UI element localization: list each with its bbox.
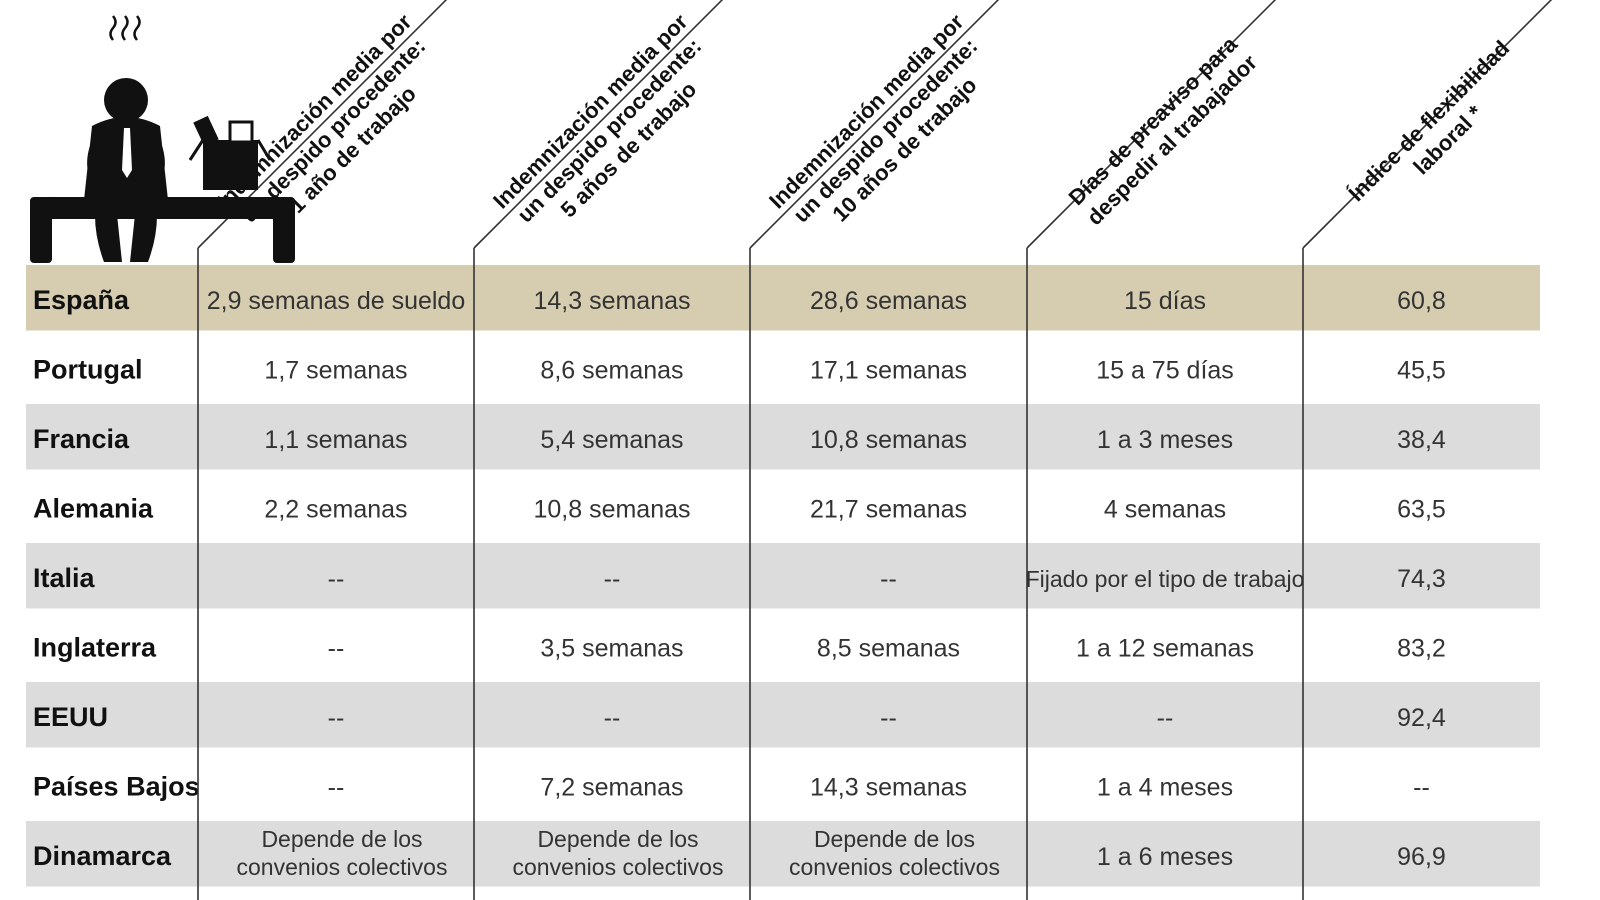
country-label: Países Bajos bbox=[33, 771, 200, 801]
column-header-line: despedir al trabajador bbox=[1082, 49, 1263, 230]
table-cell: 92,4 bbox=[1397, 704, 1446, 732]
table-cell: 15 a 75 días bbox=[1096, 356, 1234, 384]
table-cell: 96,9 bbox=[1397, 843, 1446, 871]
row-background bbox=[26, 682, 1540, 748]
table-cell: -- bbox=[328, 773, 345, 801]
table-cell: 15 días bbox=[1124, 287, 1206, 315]
header-diagonal bbox=[749, 0, 1000, 249]
table-cell: -- bbox=[880, 704, 897, 732]
column-dividers bbox=[197, 0, 1553, 900]
table-cell: 28,6 semanas bbox=[810, 287, 967, 315]
table-cell: 83,2 bbox=[1397, 634, 1446, 662]
table-cell: 1,7 semanas bbox=[264, 356, 407, 384]
row-background bbox=[26, 751, 1540, 817]
row-background bbox=[26, 543, 1540, 609]
country-label: EEUU bbox=[33, 702, 108, 732]
row-background bbox=[26, 612, 1540, 678]
table-cell: Depende de los bbox=[537, 826, 698, 852]
country-label: Portugal bbox=[33, 354, 143, 384]
column-header-line: Días de preaviso para bbox=[1064, 31, 1243, 210]
table-row: Portugal 1,7 semanas 8,6 semanas 17,1 seman… bbox=[33, 354, 1446, 384]
table-cell: 8,5 semanas bbox=[817, 634, 960, 662]
row-background bbox=[26, 404, 1540, 470]
table-cell: 10,8 semanas bbox=[533, 495, 690, 523]
column-header-line: un despido procedente: bbox=[788, 33, 982, 227]
table-cell: 2,9 semanas de sueldo bbox=[207, 287, 466, 315]
table-cell: 17,1 semanas bbox=[810, 356, 967, 384]
table-row: Alemania 2,2 semanas 10,8 semanas 21,7 sema… bbox=[33, 493, 1446, 523]
column-header-line: Índice de flexibilidad bbox=[1343, 35, 1514, 206]
table-cell: -- bbox=[328, 704, 345, 732]
table-cell: 1 a 3 meses bbox=[1097, 426, 1233, 454]
header-diagonal bbox=[1302, 0, 1553, 249]
header-diagonal bbox=[473, 0, 724, 249]
row-background bbox=[26, 821, 1540, 887]
country-label: Dinamarca bbox=[33, 841, 172, 871]
table-cell: 3,5 semanas bbox=[540, 634, 683, 662]
table-cell: 2,2 semanas bbox=[264, 495, 407, 523]
table-row: Francia 1,1 semanas 5,4 semanas 10,8 semana… bbox=[33, 424, 1446, 454]
table-cell: 1 a 4 meses bbox=[1097, 773, 1233, 801]
table-cell: Fijado por el tipo de trabajo bbox=[1026, 566, 1305, 592]
table-cell: 63,5 bbox=[1397, 495, 1446, 523]
table-cell: -- bbox=[880, 565, 897, 593]
table-cell: -- bbox=[328, 565, 345, 593]
table-row: EEUU -- -- -- -- 92,4 bbox=[33, 702, 1446, 732]
table-cell: 8,6 semanas bbox=[540, 356, 683, 384]
row-background bbox=[26, 473, 1540, 539]
header-diagonal bbox=[1026, 0, 1277, 249]
table-cell: 74,3 bbox=[1397, 565, 1446, 593]
table-cell: convenios colectivos bbox=[237, 854, 448, 880]
table-cell: -- bbox=[1157, 704, 1174, 732]
table-cell: convenios colectivos bbox=[789, 854, 1000, 880]
country-label: Inglaterra bbox=[33, 632, 157, 662]
table-cell: 14,3 semanas bbox=[533, 287, 690, 315]
table-cell: 5,4 semanas bbox=[540, 426, 683, 454]
table-row: Países Bajos -- 7,2 semanas 14,3 semanas 1 a… bbox=[33, 771, 1430, 801]
table-rows: España 2,9 semanas de sueldo 14,3 semanas 2… bbox=[26, 265, 1540, 887]
country-label: Italia bbox=[33, 563, 96, 593]
table-row: Inglaterra -- 3,5 semanas 8,5 semanas 1 a 12… bbox=[33, 632, 1446, 662]
table-cell: 1 a 12 semanas bbox=[1076, 634, 1254, 662]
table-cell: -- bbox=[328, 634, 345, 662]
table-cell: -- bbox=[604, 704, 621, 732]
table-row: Italia -- -- -- Fijado por el tipo de trabaj… bbox=[33, 563, 1446, 593]
country-label: Francia bbox=[33, 424, 130, 454]
table-cell: 38,4 bbox=[1397, 426, 1446, 454]
table-cell: 14,3 semanas bbox=[810, 773, 967, 801]
table-cell: 21,7 semanas bbox=[810, 495, 967, 523]
row-background bbox=[26, 265, 1540, 331]
sad-worker-with-box-icon bbox=[30, 15, 295, 263]
table-cell: -- bbox=[604, 565, 621, 593]
table-cell: convenios colectivos bbox=[513, 854, 724, 880]
country-label: España bbox=[33, 285, 130, 315]
country-label: Alemania bbox=[33, 493, 154, 523]
row-background bbox=[26, 334, 1540, 400]
table-cell: 45,5 bbox=[1397, 356, 1446, 384]
table-cell: 1 a 6 meses bbox=[1097, 843, 1233, 871]
table-cell: 1,1 semanas bbox=[264, 426, 407, 454]
table-cell: -- bbox=[1413, 773, 1430, 801]
table-cell: Depende de los bbox=[261, 826, 422, 852]
table-cell: 4 semanas bbox=[1104, 495, 1226, 523]
column-header-line: un despido procedente: bbox=[512, 33, 706, 227]
table-cell: 60,8 bbox=[1397, 287, 1446, 315]
table-cell: Depende de los bbox=[814, 826, 975, 852]
table-cell: 7,2 semanas bbox=[540, 773, 683, 801]
table-cell: 10,8 semanas bbox=[810, 426, 967, 454]
table-row: España 2,9 semanas de sueldo 14,3 semanas 2… bbox=[33, 285, 1446, 315]
